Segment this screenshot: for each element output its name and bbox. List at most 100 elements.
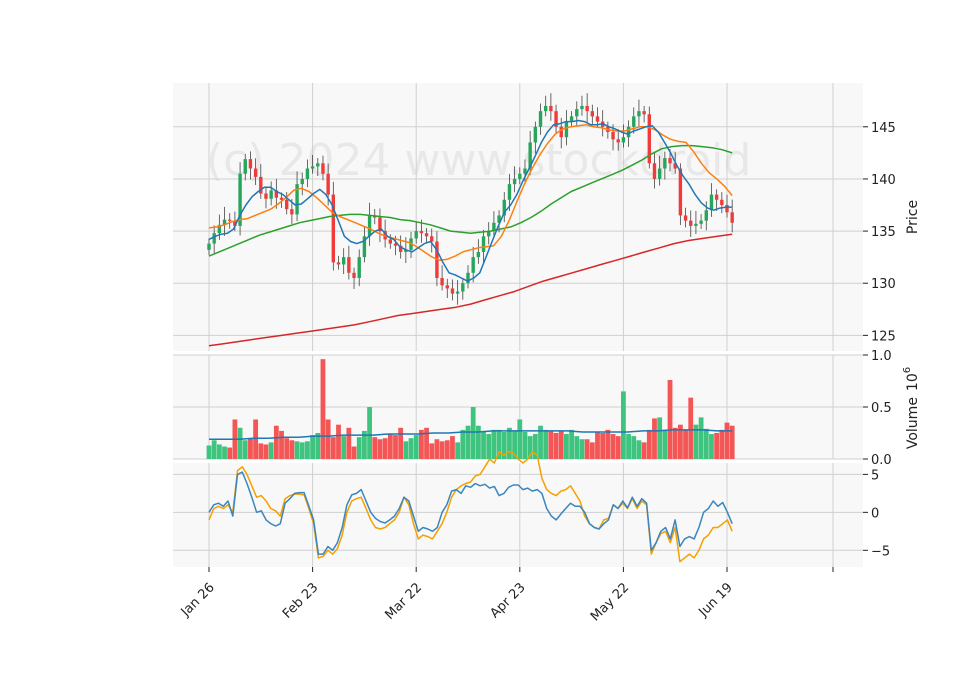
volume-bar [341,436,347,459]
volume-bar [470,407,476,459]
macd-line [208,471,733,555]
volume-bar [610,434,616,459]
volume-bar [284,438,290,459]
candle-body [518,173,522,179]
candle-body [455,291,460,294]
price-moving-averages [208,119,733,347]
candle-body [341,257,346,265]
volume-bar [216,444,222,459]
volume-bar [253,419,259,459]
candle-body [388,239,392,244]
candle-body [694,223,698,226]
candle-body [544,105,548,112]
volume-bar [450,436,455,459]
volume-bar [413,435,419,459]
candle-body [699,220,703,224]
candle-body [393,243,398,246]
candle-body [310,166,315,169]
volume-bar [330,437,336,459]
candle-body [725,205,729,213]
volume-bar [600,433,606,459]
candle-body [616,139,620,143]
volume-bar [698,417,704,459]
candle-body [207,243,211,250]
volume-bar [517,419,523,459]
candle-body [497,215,501,223]
candle-body [300,178,304,185]
volume-bar [709,434,714,459]
candle-body [642,111,646,115]
volume-bar [574,436,580,459]
volume-bar [652,418,657,459]
volume-bar [258,443,264,459]
candle-body [720,199,724,206]
candle-body [212,233,216,244]
candle-body [585,105,589,112]
volume-bar [299,442,305,459]
volume-bar [543,429,549,459]
y-tick-label: 145 [871,121,896,136]
volume-bar [621,391,626,459]
candle-body [714,194,719,200]
volume-bar [398,427,404,459]
volume-bar [248,438,253,459]
y-tick-label: 0.5 [871,401,892,416]
candle-body [419,231,424,234]
volume-bar [507,427,512,459]
volume-bar [424,427,429,459]
volume-bar [346,427,352,459]
volume-bar [465,425,471,459]
candle-body [549,105,553,112]
candle-body [243,159,247,174]
volume-bar [393,435,398,459]
volume-bar [455,442,461,459]
candle-body [336,262,341,265]
price-y-ticks: 125 130 135 140 145 [863,121,896,344]
candle-body [326,173,330,195]
macd-y-ticks: −5 0 5 [863,468,890,559]
candle-body [673,163,677,169]
volume-bar [532,434,538,459]
candle-body [538,111,543,127]
candle-body [424,233,429,237]
volume-bar [294,441,300,459]
candle-body [481,236,486,252]
volume-bar [305,441,310,459]
volume-bar [564,434,569,459]
volume-bar [372,437,378,459]
candle-body [217,224,222,234]
candle-body [279,197,284,200]
candle-body [357,257,361,279]
y-tick-label: 135 [871,225,896,240]
volume-bar [703,428,709,459]
candle-body [347,257,351,273]
volume-bar [403,441,409,459]
candle-body [305,168,310,179]
volume-bar [273,425,279,459]
candle-body [450,288,455,294]
volume-bar [382,438,388,459]
y-tick-label: 130 [871,277,896,292]
volume-bar [356,437,362,459]
candle-body [512,178,517,185]
volume-bar [719,429,725,459]
volume-bar [351,446,357,459]
volume-bar [237,427,243,459]
volume-bar [206,445,212,459]
candle-body [564,121,569,138]
candle-body [331,194,336,263]
macd-panel-background [173,463,863,567]
candle-body [471,257,475,273]
candle-body [507,184,512,200]
candle-body [487,231,491,237]
candle-body [492,222,496,232]
candle-body [580,105,584,110]
volume-bar [481,430,486,459]
candle-body [569,116,574,122]
volume-bar [584,439,590,459]
volume-bar [522,431,528,459]
candle-body [295,184,299,215]
candle-body [533,126,538,143]
price-axis-title: Price [905,200,921,234]
